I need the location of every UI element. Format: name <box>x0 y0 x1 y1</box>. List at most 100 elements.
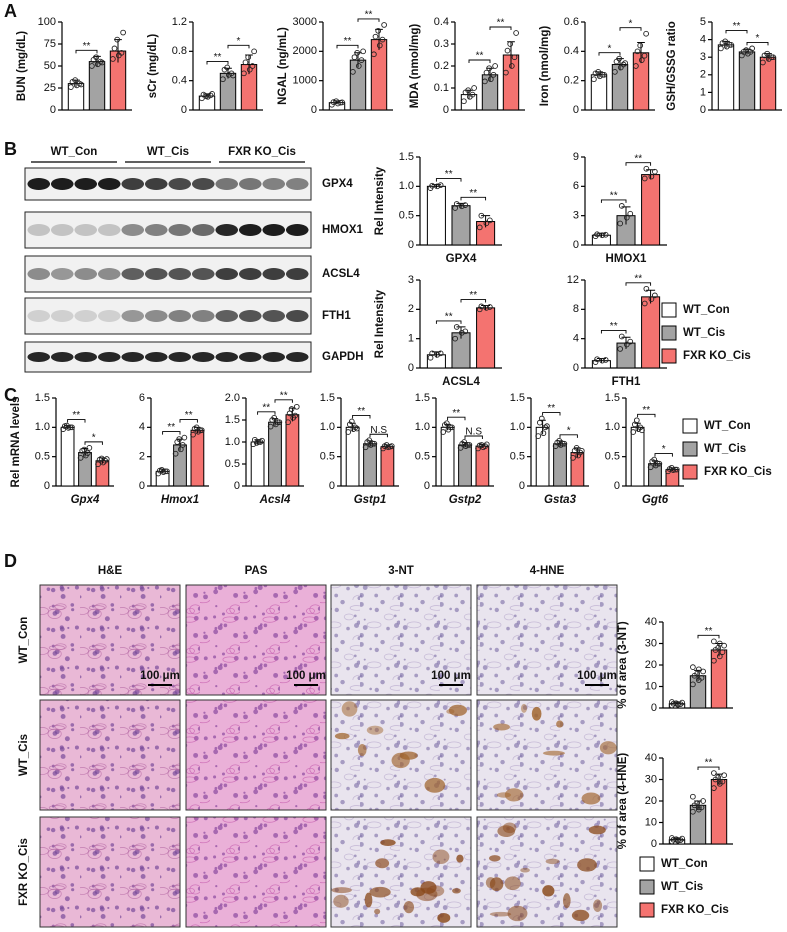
y-tick-label: 0 <box>573 104 579 116</box>
y-tick-label: 0.4 <box>434 16 449 28</box>
data-point <box>487 76 494 83</box>
histology-row-label: WT_Cis <box>18 734 30 776</box>
data-point <box>466 442 473 448</box>
data-point <box>200 91 207 98</box>
y-tick-label: 0.5 <box>399 210 414 222</box>
y-tick-label: 20 <box>645 659 657 671</box>
data-point <box>118 49 125 56</box>
significance-bracket <box>460 196 487 201</box>
y-tick-label: 75 <box>44 38 56 50</box>
data-point <box>461 98 467 105</box>
data-point <box>637 42 644 49</box>
y-axis-label: Rel Intensity <box>374 166 386 235</box>
data-point <box>633 417 640 424</box>
blot-band <box>121 178 145 190</box>
data-point <box>669 835 675 841</box>
y-tick-label: 0.8 <box>172 45 187 57</box>
data-point <box>362 444 369 451</box>
data-point <box>561 440 568 447</box>
y-tick-label: 0 <box>329 480 335 492</box>
data-point <box>711 770 717 776</box>
data-point <box>379 36 386 43</box>
blot-band <box>121 310 145 322</box>
data-point <box>669 699 675 705</box>
blot-band <box>74 178 98 190</box>
y-tick-label: 0.5 <box>510 451 525 463</box>
data-point <box>599 71 606 78</box>
significance-bracket <box>257 411 276 415</box>
blot-band <box>285 352 309 362</box>
legend-label: WT_Con <box>704 420 751 432</box>
data-point <box>197 427 204 434</box>
significance-label: ** <box>445 169 453 180</box>
y-tick-label: 30 <box>645 773 657 785</box>
stain-blob <box>577 858 597 872</box>
stain-blob <box>593 899 603 912</box>
data-point <box>458 203 465 210</box>
panel-label: C <box>4 385 17 405</box>
stain-blob <box>432 849 450 865</box>
blot-band <box>27 178 51 190</box>
data-point <box>716 778 723 785</box>
y-tick-label: 6 <box>139 392 145 404</box>
data-point <box>559 440 566 447</box>
data-point <box>721 772 727 779</box>
y-tick-label: 3000 <box>293 16 317 28</box>
data-point <box>648 173 655 180</box>
bar <box>285 414 300 487</box>
significance-bracket <box>600 330 627 334</box>
stain-blob <box>542 885 555 897</box>
blot-band <box>191 224 215 236</box>
y-tick-label: 1.5 <box>225 414 240 426</box>
significance-bracket <box>625 162 652 166</box>
data-point <box>475 445 481 452</box>
blot-band <box>144 268 168 280</box>
significance-bracket <box>654 453 673 457</box>
scale-bar-label: 100 μm <box>431 670 471 682</box>
blot-band <box>262 352 286 362</box>
data-point <box>595 69 602 75</box>
stain-blob <box>543 750 565 756</box>
x-axis-label: ACSL4 <box>442 376 480 388</box>
data-point <box>271 414 278 421</box>
x-axis-label: Gsta3 <box>544 494 577 506</box>
data-point <box>652 292 658 299</box>
y-tick-label: 1.0 <box>605 421 620 433</box>
data-point <box>89 63 95 69</box>
y-tick-label: 3 <box>700 51 706 63</box>
data-point <box>181 434 188 441</box>
y-tick-label: 3 <box>408 274 414 286</box>
significance-label: ** <box>445 312 453 323</box>
stain-blob <box>562 893 571 909</box>
y-tick-label: 0 <box>424 480 430 492</box>
data-point <box>358 57 365 63</box>
data-point <box>483 441 490 448</box>
data-point <box>458 329 465 336</box>
significance-bracket <box>468 59 491 63</box>
y-tick-label: 0 <box>443 104 449 116</box>
bar <box>475 445 490 487</box>
blot-protein-label: ACSL4 <box>322 268 360 280</box>
stain-blob <box>380 839 396 847</box>
y-tick-label: 40 <box>645 752 657 764</box>
data-point <box>366 437 373 444</box>
stain-blob <box>331 887 352 894</box>
significance-label: ** <box>634 153 642 164</box>
data-point <box>538 415 545 422</box>
significance-label: ** <box>452 408 460 419</box>
bar <box>88 61 106 111</box>
stain-blob <box>489 911 512 917</box>
histology-image <box>185 816 327 928</box>
data-point <box>259 437 265 444</box>
legend-label: WT_Cis <box>683 327 725 339</box>
data-point <box>437 350 444 357</box>
blot-protein-label: HMOX1 <box>322 224 364 236</box>
significance-label: ** <box>344 36 352 47</box>
data-point <box>668 464 675 471</box>
x-axis-label: Gstp1 <box>354 494 387 506</box>
data-point <box>577 449 584 456</box>
data-point <box>620 61 627 68</box>
histology-image <box>39 699 181 811</box>
data-point <box>348 418 355 425</box>
blot-band <box>191 268 215 280</box>
